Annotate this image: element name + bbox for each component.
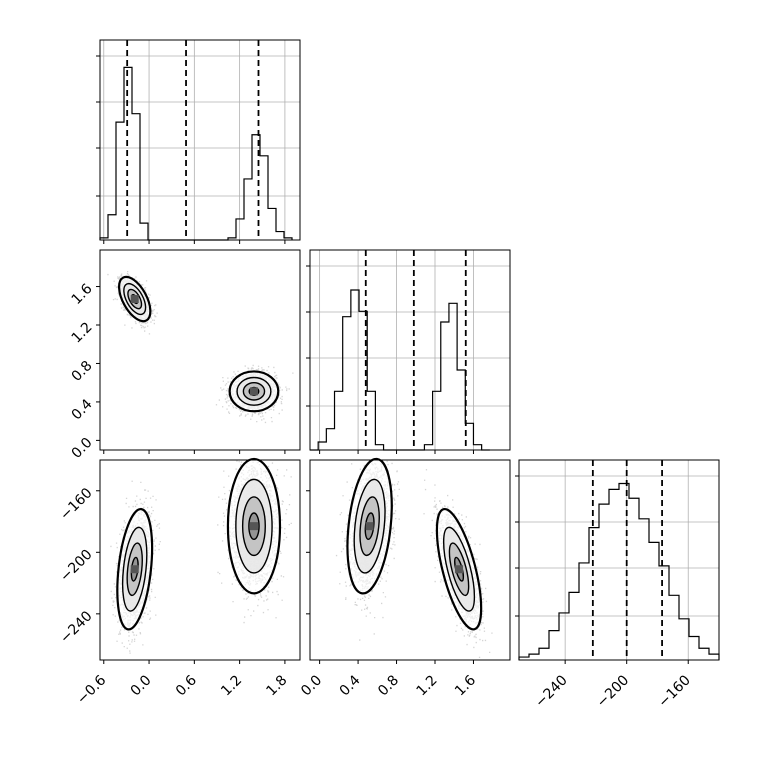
panel-0-cluster-0-core	[130, 295, 139, 304]
panel-1-frame	[99, 459, 301, 661]
hist-0-frame	[99, 39, 301, 241]
panel-2-cluster-0-core	[365, 522, 374, 531]
panel-2-frame	[309, 459, 511, 661]
grid-layer	[100, 40, 719, 660]
hist-2-frame	[518, 459, 720, 661]
panel-0-frame	[99, 249, 301, 451]
panel-2-cluster-1-core	[455, 565, 464, 574]
panel-1-cluster-1-core	[249, 522, 258, 531]
hist-2-step-line	[518, 482, 720, 660]
panel-1-cluster-0-core	[130, 565, 139, 574]
hist-1-frame	[309, 249, 511, 451]
panel-0-cluster-1-core	[249, 387, 258, 396]
data-layer	[99, 40, 720, 660]
frame-layer	[99, 39, 720, 661]
